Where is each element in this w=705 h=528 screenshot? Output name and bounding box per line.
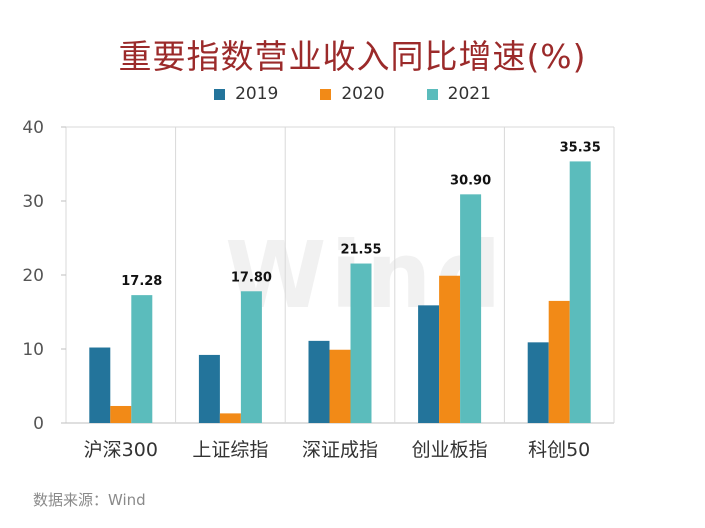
bar-2021-5 — [569, 161, 591, 423]
chart-title: 重要指数营业收入同比增速(%) — [118, 37, 587, 76]
bar-2020-3 — [329, 349, 351, 423]
bar-2019-3 — [308, 340, 330, 423]
bar-2020-4 — [439, 275, 461, 423]
data-label-2021-2: 17.80 — [231, 270, 272, 285]
bar-2019-4 — [418, 305, 440, 423]
x-tick-label: 科创50 — [528, 439, 590, 461]
legend-label-2021: 2021 — [447, 84, 491, 104]
bar-2019-1 — [89, 347, 111, 423]
data-label-2021-1: 17.28 — [121, 274, 162, 289]
bar-2019-5 — [527, 342, 549, 423]
x-tick-label: 上证综指 — [192, 439, 268, 461]
bar-2020-2 — [219, 413, 241, 423]
y-tick-label: 40 — [22, 118, 44, 138]
y-tick-label: 10 — [22, 340, 44, 360]
legend-swatch-2020 — [320, 88, 332, 100]
bar-2019-2 — [198, 354, 220, 423]
data-label-2021-4: 30.90 — [450, 173, 491, 188]
x-tick-label: 沪深300 — [84, 439, 158, 461]
bar-2021-1 — [131, 295, 153, 423]
bar-2021-4 — [460, 194, 482, 423]
y-tick-label: 20 — [22, 266, 44, 286]
x-tick-label: 深证成指 — [302, 439, 378, 461]
source-note: 数据来源：Wind — [33, 491, 146, 509]
legend-label-2020: 2020 — [341, 84, 385, 104]
y-tick-label: 0 — [33, 414, 44, 434]
legend-item-2021: 2021 — [426, 84, 491, 104]
bar-2021-2 — [240, 291, 262, 423]
bar-2021-3 — [350, 263, 372, 423]
legend: 2019 2020 2021 — [0, 84, 705, 104]
y-tick-label: 30 — [22, 192, 44, 212]
bar-2020-5 — [548, 300, 570, 423]
data-label-2021-5: 35.35 — [560, 140, 601, 155]
x-tick-label: 创业板指 — [412, 439, 488, 461]
legend-swatch-2021 — [426, 88, 438, 100]
legend-item-2019: 2019 — [214, 84, 278, 104]
legend-item-2020: 2020 — [320, 84, 385, 104]
data-label-2021-3: 21.55 — [340, 243, 381, 258]
legend-swatch-2019 — [214, 88, 226, 100]
bar-2020-1 — [110, 405, 132, 423]
legend-label-2019: 2019 — [235, 84, 279, 104]
